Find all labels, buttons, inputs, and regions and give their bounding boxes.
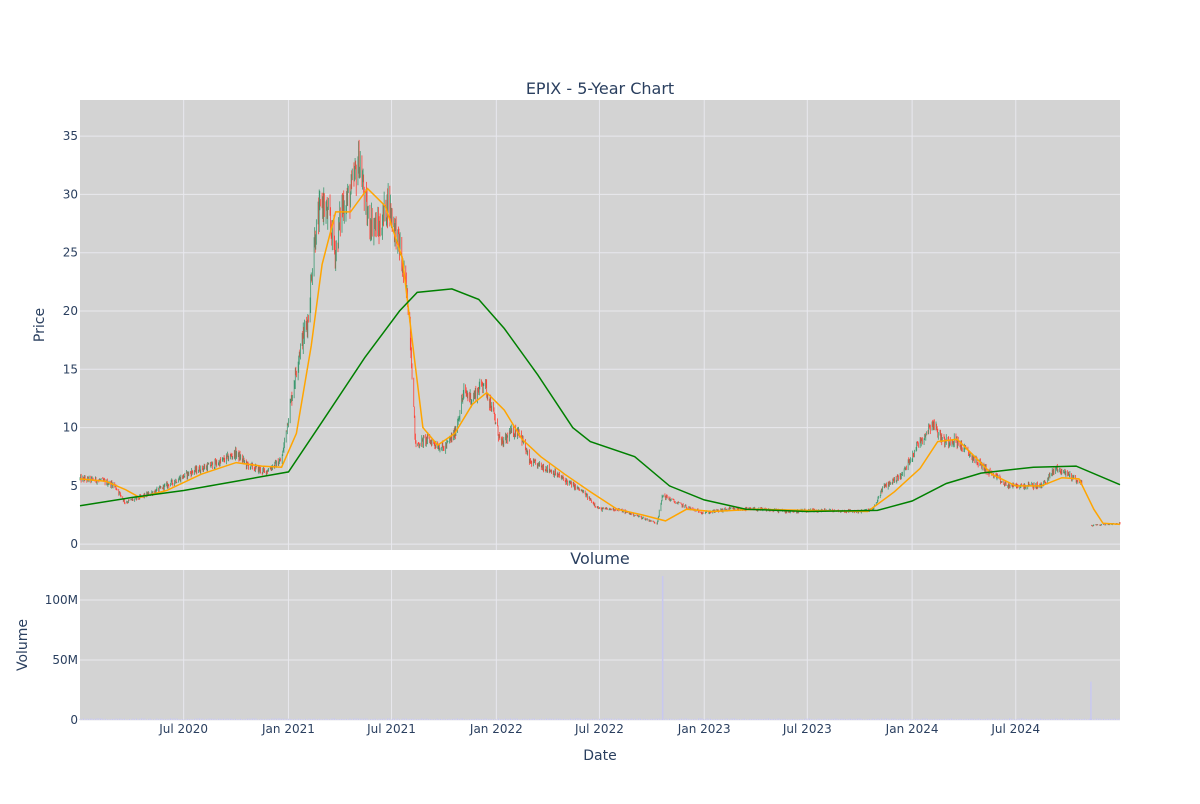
date-x-tick-label: Jan 2022	[469, 722, 523, 736]
date-x-tick-labels: Jul 2020 Jan 2021 Jul 2021 Jan 2022 Jul 2022…	[158, 722, 1040, 736]
price-axis-label: Price	[32, 308, 48, 342]
date-x-tick-label: Jul 2023	[782, 722, 832, 736]
date-axis-label: Date	[583, 748, 616, 764]
volume-bars	[79, 576, 1120, 720]
price-y-tick-label: 35	[63, 129, 78, 143]
price-y-tick-label: 20	[63, 304, 78, 318]
date-x-tick-label: Jan 2021	[261, 722, 315, 736]
moving-average-short-line	[79, 187, 1121, 526]
volume-plot-background	[80, 570, 1120, 720]
volume-y-tick-label: 50M	[52, 653, 78, 667]
chart-title: EPIX - 5-Year Chart	[526, 79, 674, 98]
date-x-tick-label: Jan 2023	[677, 722, 731, 736]
price-y-tick-label: 10	[63, 421, 78, 435]
price-y-tick-label: 15	[63, 362, 78, 376]
date-x-tick-label: Jan 2024	[885, 722, 939, 736]
volume-panel-title: Volume	[570, 549, 630, 568]
price-y-tick-label: 25	[63, 246, 78, 260]
price-y-tick-label: 5	[70, 479, 78, 493]
volume-y-tick-labels: 0 50M 100M	[45, 593, 78, 727]
price-y-tick-labels: 0 5 10 15 20 25 30 35	[63, 129, 78, 551]
volume-y-tick-label: 0	[70, 713, 78, 727]
date-x-tick-label: Jul 2020	[158, 722, 208, 736]
price-y-tick-label: 30	[63, 187, 78, 201]
volume-y-tick-label: 100M	[45, 593, 78, 607]
moving-average-long-line	[79, 288, 1121, 513]
date-x-tick-label: Jul 2022	[574, 722, 624, 736]
price-gridlines	[80, 100, 1120, 550]
price-y-tick-label: 0	[70, 537, 78, 551]
date-x-tick-label: Jul 2024	[990, 722, 1040, 736]
volume-axis-label: Volume	[15, 619, 31, 671]
price-plot-background	[80, 100, 1120, 550]
date-x-tick-label: Jul 2021	[366, 722, 416, 736]
price-candles	[79, 139, 1121, 527]
